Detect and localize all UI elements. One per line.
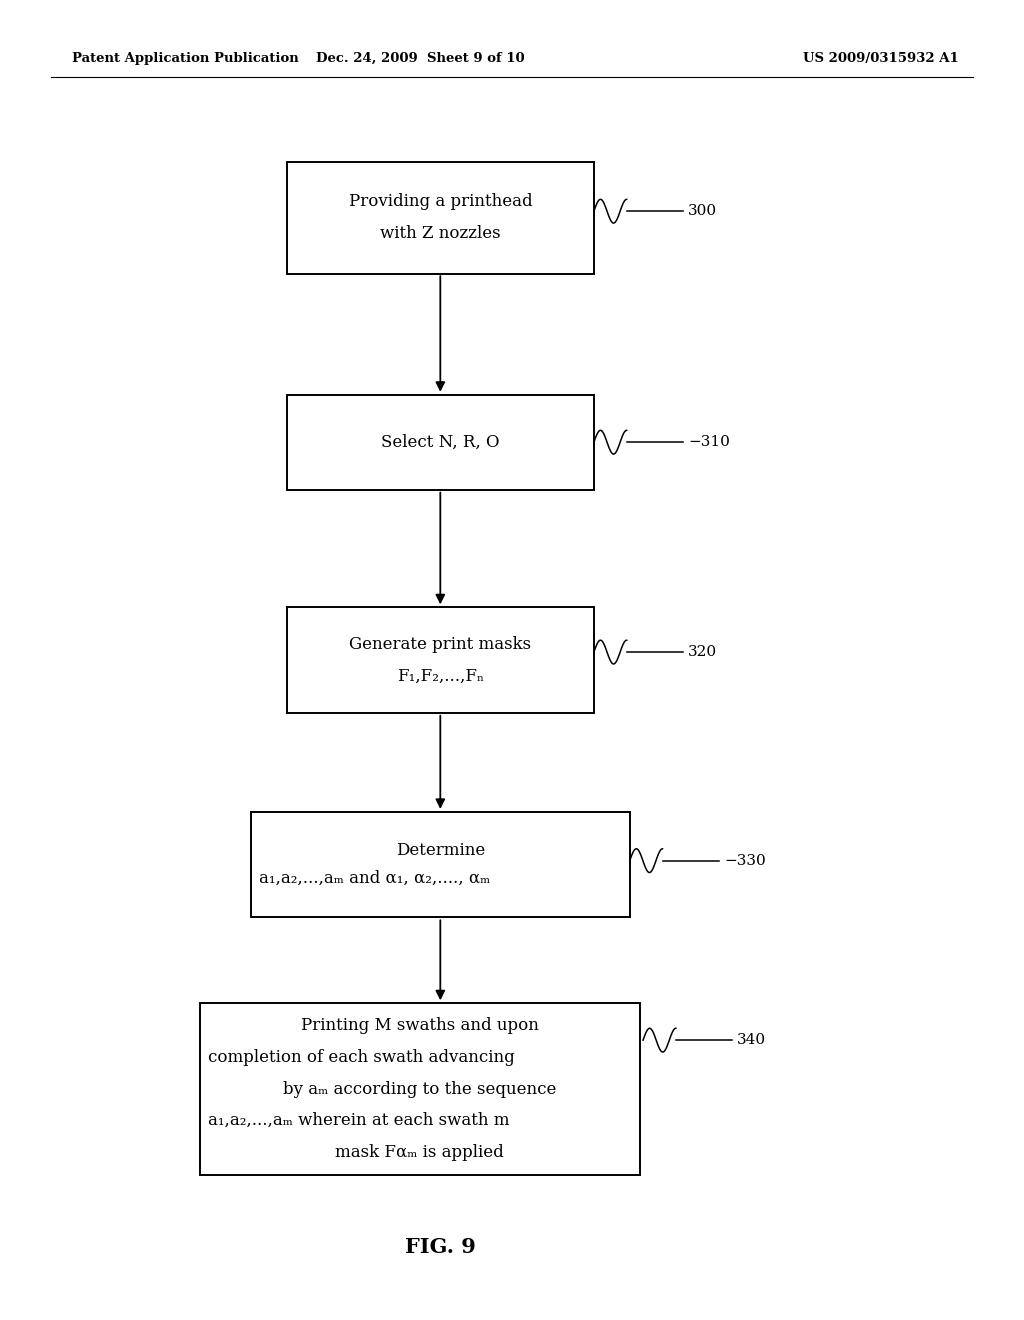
Text: Generate print masks: Generate print masks [349,636,531,652]
Text: Determine: Determine [395,842,485,859]
Text: Patent Application Publication: Patent Application Publication [72,51,298,65]
Text: FIG. 9: FIG. 9 [404,1237,476,1258]
Text: mask Fαₘ is applied: mask Fαₘ is applied [336,1144,504,1160]
Text: a₁,a₂,...,aₘ and α₁, α₂,...., αₘ: a₁,a₂,...,aₘ and α₁, α₂,...., αₘ [259,870,490,887]
Text: −330: −330 [724,854,766,867]
Text: by aₘ according to the sequence: by aₘ according to the sequence [284,1081,556,1097]
Bar [287,395,594,490]
Text: a₁,a₂,...,aₘ wherein at each swath m: a₁,a₂,...,aₘ wherein at each swath m [208,1113,509,1129]
Text: with Z nozzles: with Z nozzles [380,226,501,242]
Bar [287,607,594,713]
Bar [200,1003,640,1175]
Text: 340: 340 [737,1034,766,1047]
Text: 320: 320 [688,645,717,659]
Text: completion of each swath advancing: completion of each swath advancing [208,1049,515,1065]
Text: Select N, R, O: Select N, R, O [381,434,500,450]
Text: US 2009/0315932 A1: US 2009/0315932 A1 [803,51,958,65]
Text: −310: −310 [688,436,730,449]
Text: Printing M swaths and upon: Printing M swaths and upon [301,1018,539,1034]
Text: Dec. 24, 2009  Sheet 9 of 10: Dec. 24, 2009 Sheet 9 of 10 [315,51,524,65]
Text: Providing a printhead: Providing a printhead [348,194,532,210]
Bar [287,162,594,275]
Text: 300: 300 [688,205,717,218]
Bar [251,812,630,917]
Text: F₁,F₂,...,Fₙ: F₁,F₂,...,Fₙ [396,668,484,684]
